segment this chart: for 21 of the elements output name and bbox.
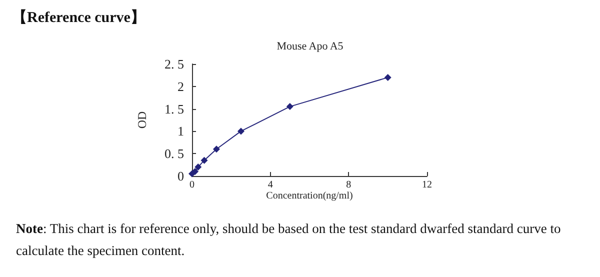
text: Note: This chart is for reference only, should be based on the test standard dwarfed standard curve to calculate the specimen content.	[16, 220, 562, 260]
y-tick-label: 2	[178, 78, 184, 94]
text: 【Reference curve】	[12, 8, 146, 27]
y-tick-label: 0. 5	[164, 146, 184, 162]
y-tick-label: 1. 5	[164, 101, 184, 116]
y-axis-title: OD	[135, 111, 149, 129]
point	[384, 74, 392, 81]
chart-title: Mouse Apo A5	[276, 40, 344, 52]
point	[194, 164, 202, 171]
x-tick-label: 12	[422, 180, 432, 190]
x-tick-label: 0	[190, 180, 194, 190]
point	[200, 156, 208, 164]
y-tick-label: 1	[178, 124, 184, 139]
y-tick-label: 2. 5	[164, 56, 184, 72]
x-axis-title: Concentration(ng/ml)	[266, 190, 353, 202]
x-tick-label: 4	[268, 180, 273, 190]
point	[192, 168, 199, 176]
x-tick-label: 8	[346, 180, 352, 190]
point	[237, 128, 244, 135]
point	[286, 103, 294, 110]
point	[212, 146, 220, 153]
